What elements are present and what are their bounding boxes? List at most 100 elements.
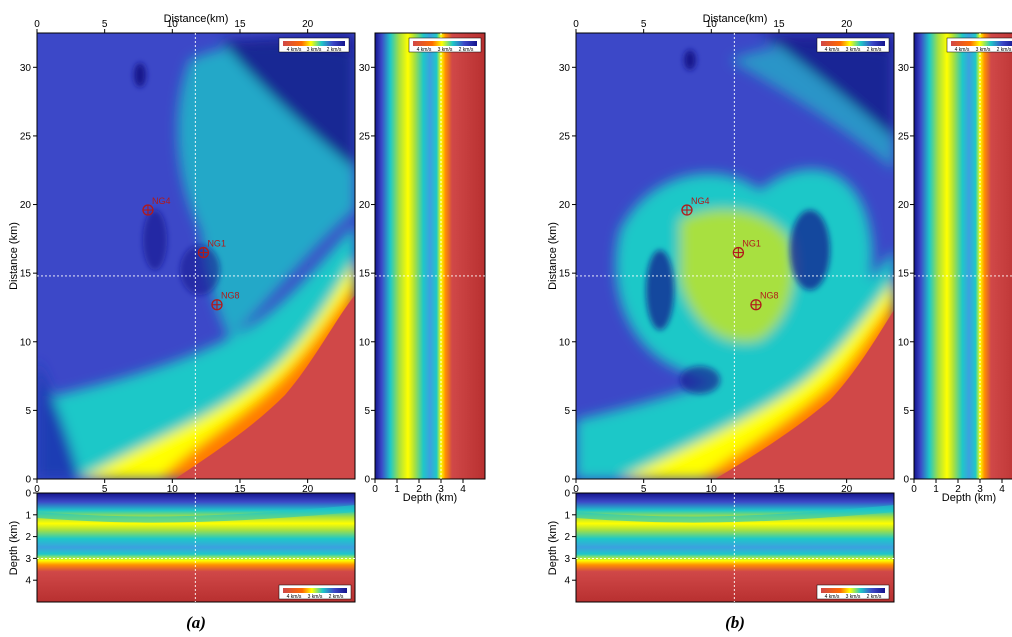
- panel-a-map-ytick-label: 30: [20, 63, 32, 74]
- panel-a-map-xtick-bottom-label: 15: [234, 484, 246, 495]
- panel-b-vs-xtick-label: 3: [977, 484, 983, 495]
- panel-b-velocity-map: [576, 33, 894, 479]
- panel-b-vs-xtick-label: 2: [955, 484, 961, 495]
- panel-b-vs-ytick-label: 20: [898, 200, 910, 211]
- panel-b-horizontal-section: [575, 492, 895, 603]
- panel-a-map-xtick-label: 10: [167, 19, 179, 30]
- panel-a-vs-xtick-label: 1: [394, 484, 400, 495]
- panel-b-vs-ytick-label: 10: [898, 337, 910, 348]
- panel-a-caption: (a): [186, 613, 206, 632]
- panel-a-map-xtick-label: 15: [234, 19, 246, 30]
- panel-a-well-ng1: NG1: [197, 239, 226, 259]
- panel-b-hs-colorbar: 4 km/s 3 km/s 2 km/s: [816, 584, 890, 600]
- panel-b-map-xtick-label: 20: [841, 19, 853, 30]
- panel-a-map-colorbar-label-2: 2 km/s: [327, 47, 342, 53]
- well-label: NG1: [207, 239, 226, 249]
- panel-a-vs-ytick-label: 30: [359, 63, 371, 74]
- panel-a-hs-ytick-label: 2: [25, 532, 31, 543]
- panel-b-map-ytick-label: 30: [559, 63, 571, 74]
- panel-a-vs-ytick-label: 20: [359, 200, 371, 211]
- panel-a-map-ytick-label: 0: [25, 475, 31, 486]
- panel-a-hs-colorbar-label-2: 2 km/s: [329, 594, 344, 600]
- panel-b-vs-xtick-label: 0: [911, 484, 917, 495]
- panel-a-map-colorbar-label-4: 4 km/s: [287, 47, 302, 53]
- panel-a-vs-xtick-label: 4: [460, 484, 466, 495]
- panel-a-horizontal-section: [36, 492, 356, 603]
- panel-a-vs-ytick-label: 25: [359, 131, 371, 142]
- panel-a-vs-ytick-label: 15: [359, 269, 371, 280]
- panel-b-map-xtick-bottom-label: 0: [573, 484, 579, 495]
- panel-a-vs-colorbar-label-4: 4 km/s: [417, 47, 432, 53]
- panel-a-map-xtick-bottom-label: 20: [302, 484, 314, 495]
- panel-b-vs-colorbar: 4 km/s 3 km/s 2 km/s: [946, 37, 1012, 53]
- panel-a-map-xtick-bottom-label: 5: [102, 484, 108, 495]
- panel-a-map-ytick-label: 10: [20, 337, 32, 348]
- well-label: NG8: [760, 291, 779, 301]
- panel-a-vs-xtick-label: 2: [416, 484, 422, 495]
- panel-a-hs-ytick-label: 1: [25, 510, 31, 521]
- panel-a-hs-ytick-label: 3: [25, 554, 31, 565]
- panel-b-map-ytick-label: 15: [559, 269, 571, 280]
- panel-b-map-ylabel: Distance (km): [547, 222, 559, 290]
- panel-b-map-xtick-bottom-label: 15: [773, 484, 785, 495]
- panel-b-map-frame: [575, 32, 895, 480]
- panel-b-hs-colorbar-label-4: 4 km/s: [825, 594, 840, 600]
- panel-a-vs-ytick-label: 5: [364, 406, 370, 417]
- panel-a-well-ng8: NG8: [211, 291, 239, 311]
- panel-a-map-ylabel: Distance (km): [8, 222, 20, 290]
- panel-b-map-ytick-label: 0: [564, 475, 570, 486]
- panel-a-map-xtick-label: 0: [34, 19, 40, 30]
- panel-a-vs-colorbar-label-3: 3 km/s: [438, 47, 453, 53]
- panel-a-hs-colorbar-label-3: 3 km/s: [308, 594, 323, 600]
- panel-a-map-ytick-label: 20: [20, 200, 32, 211]
- panel-a-vs-ytick-label: 0: [364, 475, 370, 486]
- panel-a-vs-ytick-label: 10: [359, 337, 371, 348]
- panel-b-caption: (b): [725, 613, 745, 632]
- panel-b-hs-colorbar-label-2: 2 km/s: [867, 594, 882, 600]
- panel-a-horizontal-section-ylabel: Depth (km): [8, 521, 20, 575]
- panel-b-vs-colorbar-label-2: 2 km/s: [997, 47, 1012, 53]
- panel-b-vs-xtick-label: 4: [999, 484, 1005, 495]
- panel-a-vertical-section-xlabel: Depth (km): [403, 492, 457, 504]
- panel-b-vertical-section: [913, 32, 1012, 480]
- panel-b-well-ng8: NG8: [750, 291, 779, 311]
- well-label: NG4: [691, 196, 710, 206]
- panel-a-hs-ytick-label: 0: [25, 489, 31, 500]
- panel-a-hs-colorbar: 4 km/s 3 km/s 2 km/s: [278, 584, 352, 600]
- panel-a-map-frame: [36, 32, 356, 480]
- panel-b-hs-ytick-label: 4: [564, 576, 570, 587]
- panel-b-vs-ytick-label: 0: [903, 475, 909, 486]
- panel-b-well-ng1: NG1: [732, 239, 761, 259]
- panel-b-map-xtick-bottom-label: 5: [641, 484, 647, 495]
- panel-b-vertical-section-xlabel: Depth (km): [942, 492, 996, 504]
- panel-a-map-xtick-label: 5: [102, 19, 108, 30]
- panel-b-map-ytick-label: 20: [559, 200, 571, 211]
- panel-a-vertical-section: [374, 32, 486, 480]
- panel-a-vs-xtick-label: 3: [438, 484, 444, 495]
- panel-b-hs-colorbar-label-3: 3 km/s: [846, 594, 861, 600]
- panel-b-vs-ytick-label: 5: [903, 406, 909, 417]
- panel-b-map-colorbar-label-2: 2 km/s: [867, 47, 882, 53]
- well-label: NG1: [742, 239, 761, 249]
- panel-b-map-colorbar-label-4: 4 km/s: [825, 47, 840, 53]
- panel-b-map-ytick-label: 10: [559, 337, 571, 348]
- panel-a-map-colorbar: 4 km/s 3 km/s 2 km/s: [278, 37, 350, 53]
- panel-a-map-xlabel: Distance(km): [164, 13, 229, 25]
- panel-b-vs-ytick-label: 15: [898, 269, 910, 280]
- panel-b-hs-ytick-label: 3: [564, 554, 570, 565]
- panel-b-map-ytick-label: 25: [559, 131, 571, 142]
- panel-a-map-colorbar-label-3: 3 km/s: [307, 47, 322, 53]
- panel-b-vs-xtick-label: 1: [933, 484, 939, 495]
- panel-b-map-xtick-label: 5: [641, 19, 647, 30]
- panel-b-map-ytick-label: 5: [564, 406, 570, 417]
- panel-a-vs-colorbar: 4 km/s 3 km/s 2 km/s: [408, 37, 482, 53]
- panel-b-map-colorbar-label-3: 3 km/s: [846, 47, 861, 53]
- panel-a-vs-colorbar-label-2: 2 km/s: [459, 47, 474, 53]
- panel-b-vs-colorbar-label-3: 3 km/s: [976, 47, 991, 53]
- panel-a-map-ytick-label: 15: [20, 269, 32, 280]
- panel-b-map-xtick-label: 10: [706, 19, 718, 30]
- panel-b-map-xtick-bottom-label: 20: [841, 484, 853, 495]
- panel-a-map-xtick-bottom-label: 10: [167, 484, 179, 495]
